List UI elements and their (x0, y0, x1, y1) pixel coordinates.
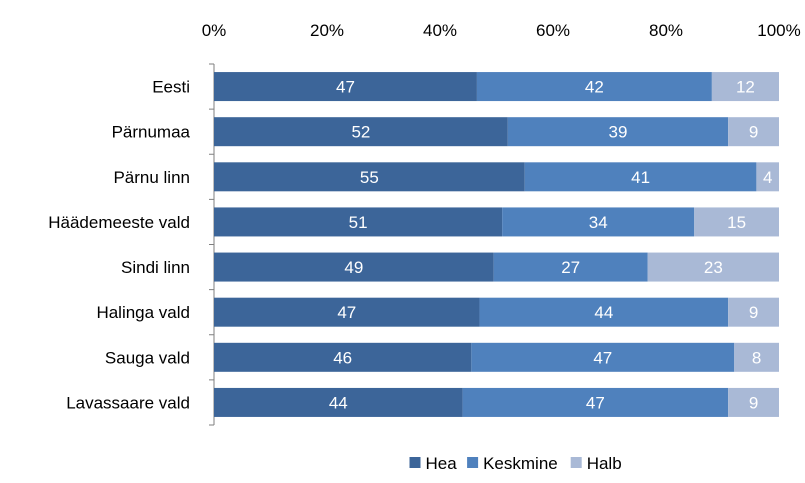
bar-segment-halb (694, 207, 779, 237)
legend-swatch-keskmine (467, 457, 479, 468)
bar-segment-keskmine (524, 162, 757, 192)
bar-segment-halb (734, 342, 779, 372)
legend-label: Halb (587, 454, 622, 473)
legend-label: Hea (426, 454, 458, 473)
bar-value-label: 9 (749, 123, 758, 142)
category-label: Lavassaare vald (66, 393, 190, 412)
bar-segment-keskmine (479, 297, 729, 327)
x-tick-label: 100% (757, 21, 800, 40)
bar-value-label: 15 (727, 213, 746, 232)
bar-value-label: 9 (749, 393, 758, 412)
bar-segment-hea (214, 297, 480, 327)
legend-swatch-halb (570, 457, 582, 468)
bar-value-label: 55 (360, 168, 379, 187)
axes (209, 63, 215, 426)
bar-segment-halb (728, 117, 779, 147)
legend-label: Keskmine (483, 454, 558, 473)
x-tick-label: 20% (310, 21, 344, 40)
bar-segment-hea (214, 387, 463, 417)
category-label: Sauga vald (105, 348, 190, 367)
bar-value-label: 9 (749, 303, 758, 322)
bar-value-label: 44 (594, 303, 613, 322)
bar-value-label: 4 (763, 168, 772, 187)
bar-value-label: 23 (704, 258, 723, 277)
category-label: Halinga vald (96, 303, 190, 322)
bar-segment-hea (214, 117, 508, 147)
bar-value-label: 12 (736, 78, 755, 97)
bar-value-label: 47 (593, 348, 612, 367)
bar-value-label: 34 (589, 213, 608, 232)
x-tick-label: 80% (649, 21, 683, 40)
category-label: Pärnumaa (112, 123, 191, 142)
bar-segment-hea (214, 252, 494, 282)
bar-segment-keskmine (502, 207, 695, 237)
bar-segment-halb (647, 252, 779, 282)
bar-segment-keskmine (493, 252, 648, 282)
bar-value-label: 8 (752, 348, 761, 367)
bar-segment-keskmine (462, 387, 729, 417)
x-tick-label: 40% (423, 21, 457, 40)
bar-segment-hea (214, 162, 525, 192)
bar-value-label: 51 (349, 213, 368, 232)
bar-segment-hea (214, 207, 503, 237)
legend-swatch-hea (409, 457, 421, 468)
bar-segment-halb (711, 72, 779, 102)
bar-value-label: 49 (344, 258, 363, 277)
category-label: Häädemeeste vald (48, 213, 190, 232)
category-label: Pärnu linn (113, 168, 190, 187)
legend: Hea Keskmine Halb (409, 454, 622, 473)
bar-value-label: 46 (333, 348, 352, 367)
bar-value-label: 27 (561, 258, 580, 277)
x-axis-ticks: 0% 20% 40% 60% 80% 100% (202, 21, 801, 40)
bar-value-label: 52 (351, 123, 370, 142)
bar-value-label: 44 (329, 393, 348, 412)
bar-segment-keskmine (471, 342, 735, 372)
category-label: Sindi linn (121, 258, 190, 277)
bar-segment-halb (728, 297, 779, 327)
x-tick-label: 60% (536, 21, 570, 40)
bar-segment-hea (214, 342, 472, 372)
bar-value-label: 47 (336, 78, 355, 97)
bars: 47 42 12 52 39 9 55 41 4 51 34 15 49 27 23 47 44 9 46 47 8 44… (214, 72, 779, 417)
category-labels: Eesti Pärnumaa Pärnu linn Häädemeeste vald S… (48, 78, 190, 413)
bar-segment-hea (214, 72, 477, 102)
bar-value-label: 39 (609, 123, 628, 142)
x-tick-label: 0% (202, 21, 227, 40)
bar-value-label: 42 (585, 78, 604, 97)
category-label: Eesti (152, 78, 190, 97)
bar-value-label: 41 (631, 168, 650, 187)
bar-value-label: 47 (586, 393, 605, 412)
bar-segment-halb (728, 387, 779, 417)
bar-segment-halb (756, 162, 779, 192)
bar-value-label: 47 (337, 303, 356, 322)
bar-segment-keskmine (476, 72, 712, 102)
bar-segment-keskmine (507, 117, 729, 147)
